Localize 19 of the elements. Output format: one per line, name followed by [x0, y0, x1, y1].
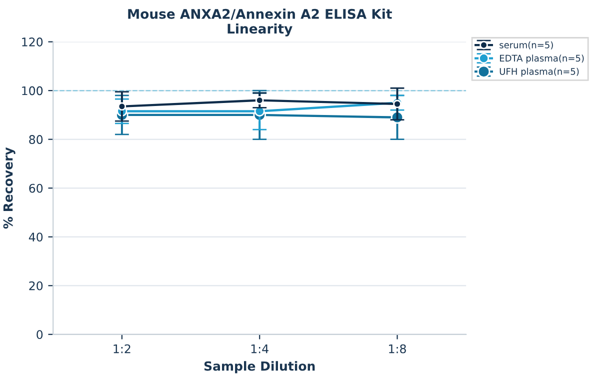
y-tick-label: 100	[22, 86, 43, 96]
y-axis-title: % Recovery	[3, 147, 16, 229]
legend-label: serum(n=5)	[500, 41, 553, 50]
x-tick-label: 1:2	[114, 344, 130, 354]
x-tick-label: 1:8	[389, 344, 406, 354]
point	[255, 96, 264, 104]
y-tick-label: 40	[28, 232, 43, 242]
legend-label: EDTA plasma(n=5)	[500, 54, 584, 64]
chart-title: Mouse ANXA2/Annexin A2 ELISA Kit Linearity	[128, 8, 392, 36]
y-tick-label: 120	[22, 38, 43, 46]
legend-label: UFH plasma(n=5)	[500, 68, 579, 77]
y-tick-label: 20	[29, 281, 43, 290]
point	[118, 102, 126, 111]
x-axis-title: Sample Dilution	[204, 361, 315, 374]
y-tick-label: 80	[29, 135, 43, 144]
y-tick-label: 60	[29, 184, 43, 193]
point	[393, 100, 402, 108]
y-tick-label: 0	[36, 330, 43, 340]
x-tick-label: 1:4	[251, 344, 268, 354]
